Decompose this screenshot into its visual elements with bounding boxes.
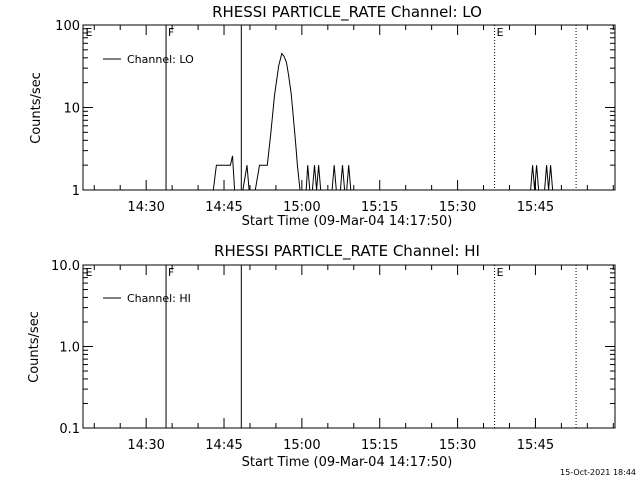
lo-legend-label: Channel: LO bbox=[127, 53, 194, 66]
lo-x-tick-label: 14:30 bbox=[127, 200, 164, 215]
hi-channel-panel: RHESSI PARTICLE_RATE Channel: HI Counts/… bbox=[27, 242, 616, 470]
hi-event-marker-label: E bbox=[497, 266, 504, 279]
hi-y-tick-label: 10.0 bbox=[51, 259, 80, 274]
hi-x-tick-label: 15:30 bbox=[439, 438, 476, 453]
hi-x-tick-label: 15:15 bbox=[361, 438, 398, 453]
lo-chart-title: RHESSI PARTICLE_RATE Channel: LO bbox=[212, 3, 482, 22]
hi-y-tick-label: 1.0 bbox=[59, 341, 80, 356]
hi-event-marker-label: E bbox=[86, 266, 93, 279]
hi-x-axis-label: Start Time (09-Mar-04 14:17:50) bbox=[242, 455, 453, 470]
hi-legend-label: Channel: HI bbox=[127, 292, 191, 305]
lo-y-tick-label: 1 bbox=[72, 184, 80, 199]
lo-burst-spike bbox=[544, 165, 554, 191]
lo-channel-panel: RHESSI PARTICLE_RATE Channel: LO Counts/… bbox=[29, 3, 616, 229]
lo-y-axis-label: Counts/sec bbox=[29, 72, 44, 144]
lo-event-marker-label: F bbox=[168, 26, 174, 39]
hi-x-tick-label: 14:45 bbox=[205, 438, 242, 453]
hi-x-tick-label: 14:30 bbox=[127, 438, 164, 453]
lo-x-tick-label: 15:45 bbox=[517, 200, 554, 215]
footer-timestamp: 15-Oct-2021 18:44 bbox=[560, 468, 636, 477]
lo-event-marker-label: E bbox=[86, 26, 93, 39]
lo-burst-spike bbox=[530, 165, 540, 191]
hi-x-tick-label: 15:00 bbox=[283, 438, 320, 453]
lo-y-tick-label: 100 bbox=[55, 19, 80, 34]
lo-x-tick-label: 15:15 bbox=[361, 200, 398, 215]
hi-x-tick-label: 15:45 bbox=[517, 438, 554, 453]
hi-event-marker-label: F bbox=[168, 266, 174, 279]
lo-x-tick-label: 15:30 bbox=[439, 200, 476, 215]
lo-x-tick-label: 15:00 bbox=[283, 200, 320, 215]
lo-series-line bbox=[209, 52, 352, 191]
lo-y-tick-label: 10 bbox=[63, 102, 80, 117]
lo-x-axis-label: Start Time (09-Mar-04 14:17:50) bbox=[242, 214, 453, 229]
hi-y-tick-label: 0.1 bbox=[59, 422, 80, 437]
hi-y-axis-label: Counts/sec bbox=[27, 311, 42, 383]
lo-x-tick-label: 14:45 bbox=[205, 200, 242, 215]
hi-plot-frame bbox=[82, 264, 616, 429]
hi-chart-title: RHESSI PARTICLE_RATE Channel: HI bbox=[214, 242, 480, 261]
lo-event-marker-label: E bbox=[497, 26, 504, 39]
